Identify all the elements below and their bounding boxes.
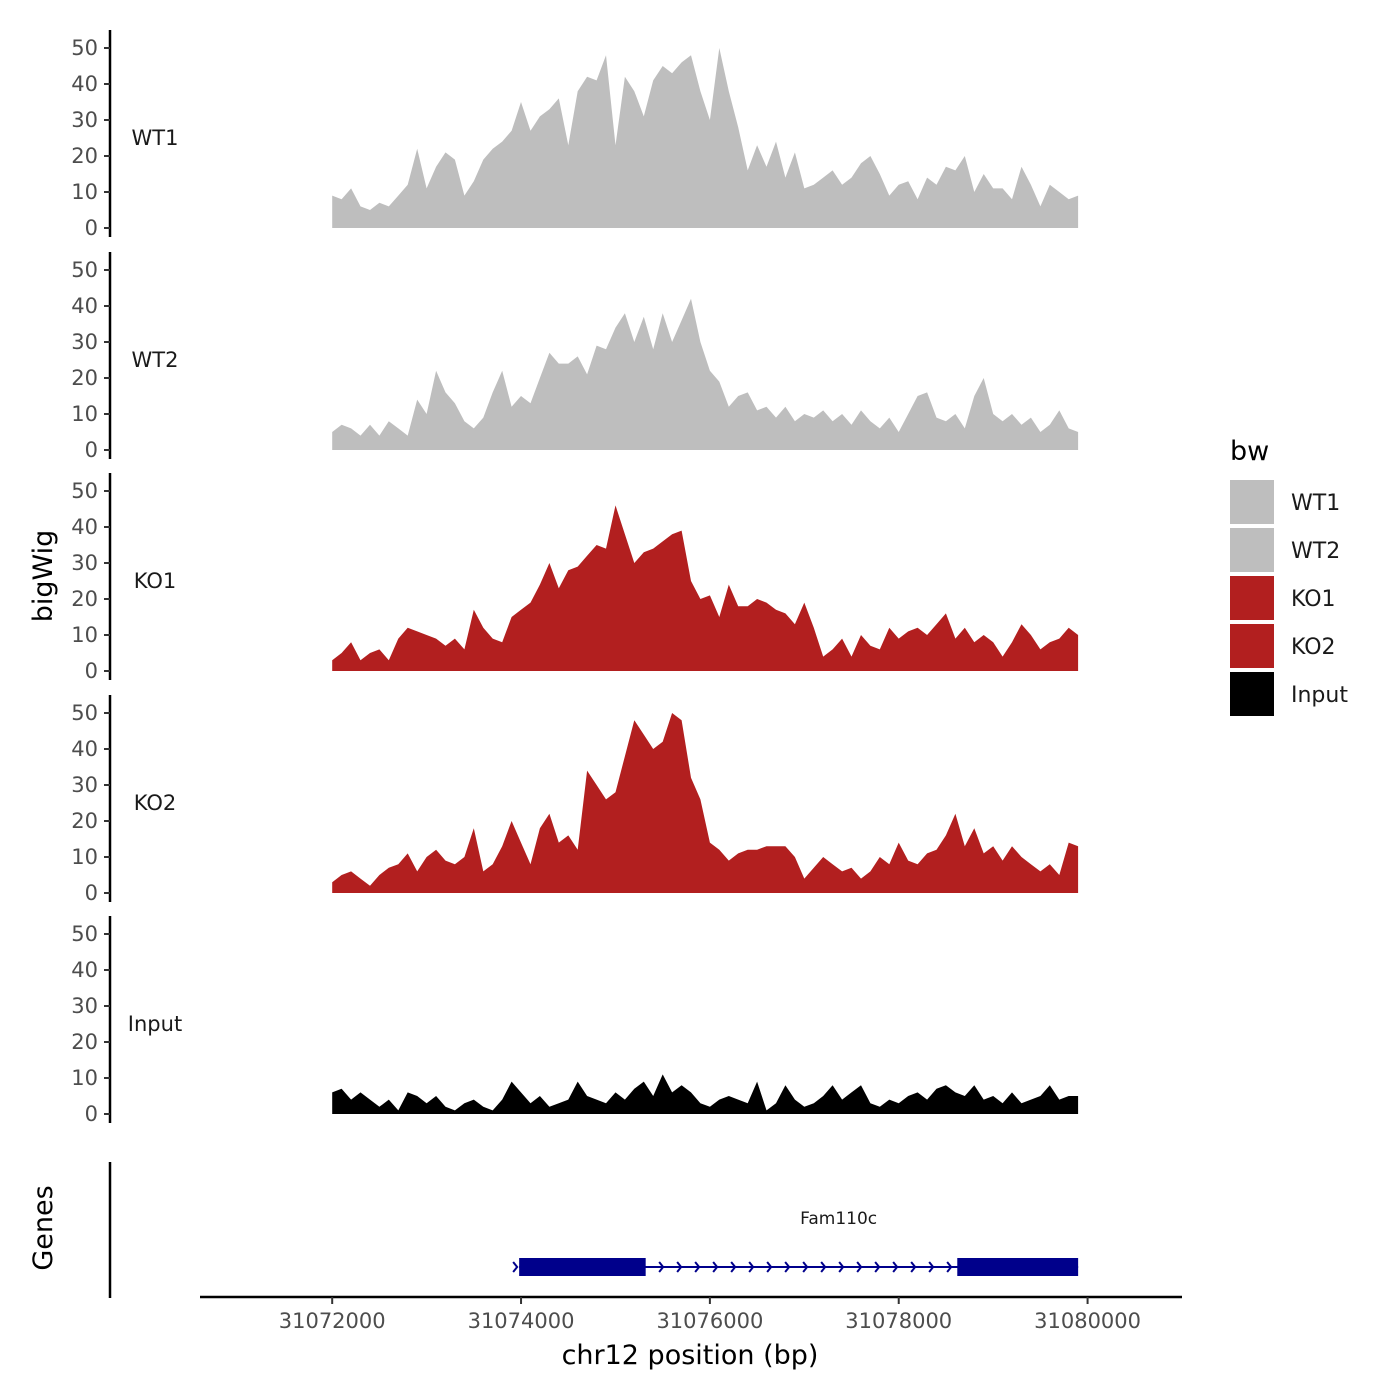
strand-arrow-icon [946, 1261, 953, 1273]
track-ko1: 0 10 20 30 40 50 KO1 [71, 473, 1079, 683]
exon [519, 1258, 646, 1276]
y-tick-label: 40 [71, 737, 98, 761]
strand-arrow-icon [892, 1261, 899, 1273]
track-label-wt1: WT1 [132, 126, 179, 150]
legend-label-input: Input [1291, 683, 1348, 708]
track-input: 0 10 20 30 40 50 Input [71, 916, 1079, 1126]
strand-arrow-icon [730, 1261, 737, 1273]
legend-label-wt2: WT2 [1291, 539, 1340, 564]
y-tick-label: 30 [71, 551, 98, 575]
strand-arrow-icon [676, 1261, 683, 1273]
y-tick-label: 50 [71, 258, 98, 282]
y-tick-label: 0 [85, 881, 98, 905]
strand-arrow-icon [874, 1261, 881, 1273]
legend-swatch-ko1 [1230, 576, 1274, 620]
genes-axis-title: Genes [28, 1185, 59, 1270]
track-label-ko2: KO2 [134, 791, 177, 815]
genes-panel: Fam110c [108, 1162, 1079, 1298]
strand-arrow-icon [928, 1261, 935, 1273]
x-tick-label: 31078000 [845, 1309, 952, 1333]
track-ko2: 0 10 20 30 40 50 KO2 [71, 695, 1079, 905]
y-tick-label: 0 [85, 216, 98, 240]
area-wt1 [332, 48, 1079, 228]
x-tick-label: 31074000 [468, 1309, 575, 1333]
y-tick-label: 20 [71, 587, 98, 611]
y-tick-label: 30 [71, 330, 98, 354]
area-wt2 [332, 298, 1079, 450]
strand-arrow-icon [784, 1261, 791, 1273]
y-tick-label: 10 [71, 845, 98, 869]
y-tick-label: 20 [71, 366, 98, 390]
strand-arrow-icon [748, 1261, 755, 1273]
y-tick-label: 50 [71, 479, 98, 503]
legend-swatch-wt2 [1230, 528, 1274, 572]
y-tick-label: 10 [71, 1066, 98, 1090]
y-tick-label: 20 [71, 1030, 98, 1054]
track-label-wt2: WT2 [132, 348, 179, 372]
y-axis-title: bigWig [28, 530, 59, 623]
strand-arrow-icon [838, 1261, 845, 1273]
y-tick-label: 10 [71, 402, 98, 426]
strand-arrow-icon [802, 1261, 809, 1273]
y-tick-label: 10 [71, 623, 98, 647]
legend-swatch-wt1 [1230, 480, 1274, 524]
track-wt1: 0 10 20 30 40 50 WT1 [71, 30, 1079, 240]
y-tick-label: 20 [71, 144, 98, 168]
y-tick-label: 30 [71, 108, 98, 132]
track-label-ko1: KO1 [134, 569, 177, 593]
y-tick-label: 40 [71, 515, 98, 539]
y-tick-label: 30 [71, 994, 98, 1018]
legend-title: bw [1230, 436, 1269, 467]
strand-arrow-icon [766, 1261, 773, 1273]
y-tick-label: 10 [71, 180, 98, 204]
legend-label-ko1: KO1 [1291, 587, 1336, 612]
strand-arrow-icon [658, 1261, 665, 1273]
x-tick-label: 31076000 [656, 1309, 763, 1333]
bigwig-tracks: 0 10 20 30 40 50 WT1 0 10 20 30 40 50 WT2 0 10 20 30 40 50 K… [71, 30, 1079, 1126]
x-tick-label: 31072000 [279, 1309, 386, 1333]
x-tick-label: 31080000 [1034, 1309, 1141, 1333]
y-tick-label: 0 [85, 659, 98, 683]
x-axis-title: chr12 position (bp) [562, 1340, 819, 1371]
legend-swatch-input [1230, 672, 1274, 716]
strand-arrow-icon [512, 1261, 519, 1273]
strand-arrow-icon [820, 1261, 827, 1273]
strand-arrow-icon [910, 1261, 917, 1273]
exon [957, 1258, 1079, 1276]
legend-label-ko2: KO2 [1291, 635, 1336, 660]
area-input [332, 1074, 1079, 1114]
area-ko2 [332, 713, 1079, 893]
strand-arrow-icon [712, 1261, 719, 1273]
y-tick-label: 0 [85, 1102, 98, 1126]
strand-arrow-icon [694, 1261, 701, 1273]
track-label-input: Input [128, 1012, 182, 1036]
y-tick-label: 20 [71, 809, 98, 833]
y-tick-label: 50 [71, 36, 98, 60]
y-tick-label: 50 [71, 922, 98, 946]
y-tick-label: 50 [71, 701, 98, 725]
area-ko1 [332, 505, 1079, 671]
strand-arrow-icon [856, 1261, 863, 1273]
track-wt2: 0 10 20 30 40 50 WT2 [71, 252, 1079, 462]
y-tick-label: 0 [85, 438, 98, 462]
legend-swatch-ko2 [1230, 624, 1274, 668]
y-tick-label: 30 [71, 773, 98, 797]
legend: bw WT1 WT2 KO1 KO2 Input [1230, 436, 1348, 716]
gene-fam110c: Fam110c [512, 1209, 1079, 1276]
y-tick-label: 40 [71, 72, 98, 96]
y-tick-label: 40 [71, 958, 98, 982]
legend-label-wt1: WT1 [1291, 491, 1340, 516]
y-tick-label: 40 [71, 294, 98, 318]
gene-label: Fam110c [800, 1209, 877, 1229]
x-axis: 31072000 31074000 31076000 31078000 31080000 [200, 1295, 1182, 1333]
